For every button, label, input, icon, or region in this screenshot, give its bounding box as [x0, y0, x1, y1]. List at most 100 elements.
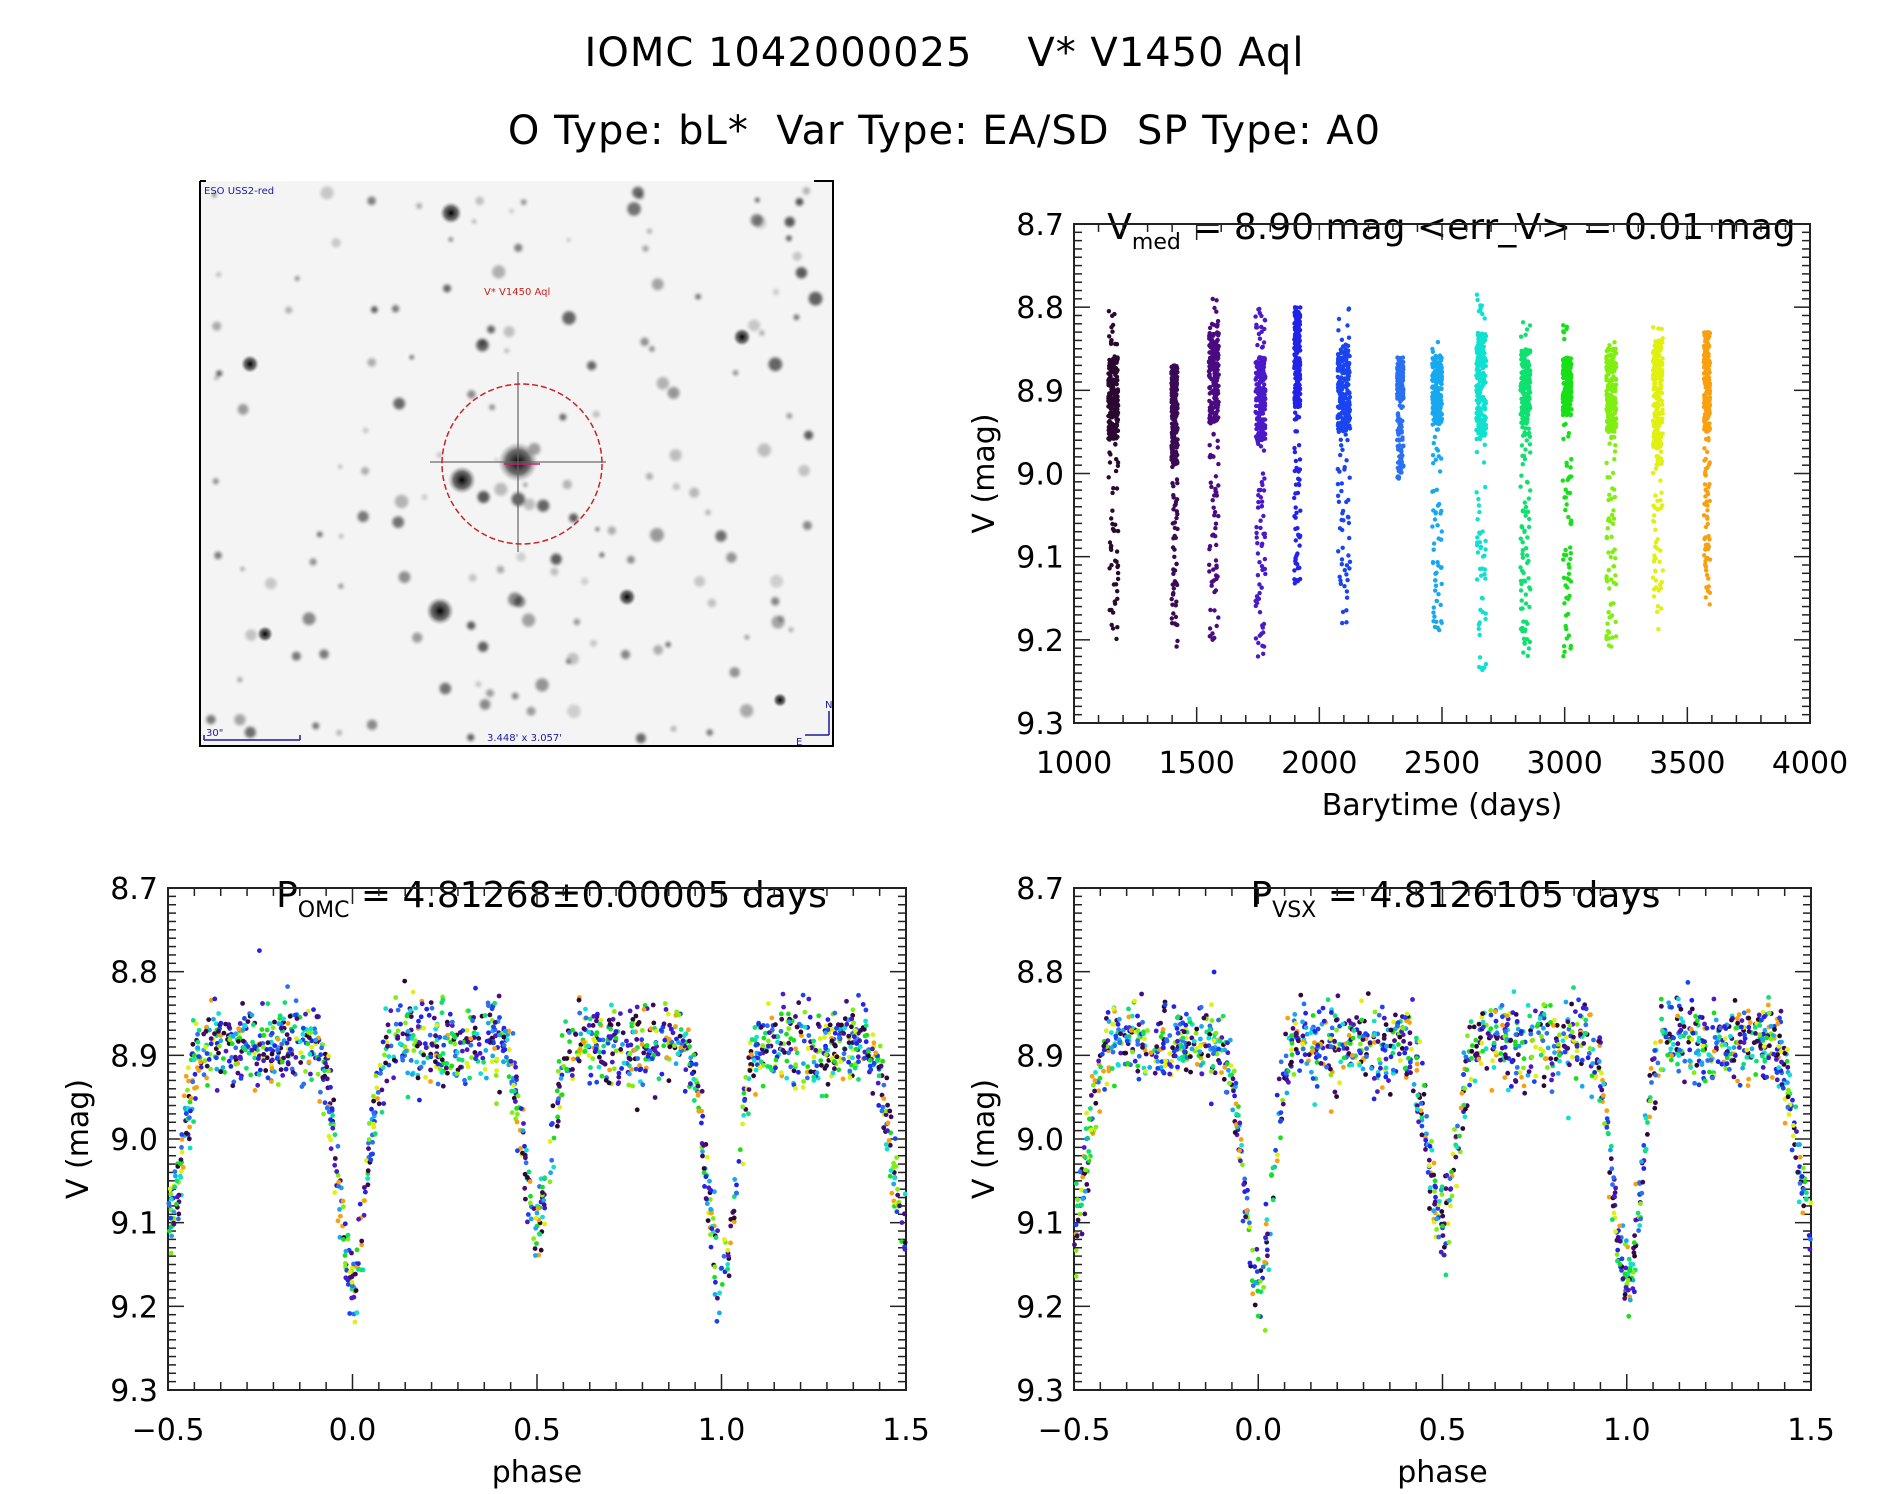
- title-rest: = 4.8126105 days: [1316, 875, 1661, 916]
- data-point: [1340, 344, 1346, 349]
- data-point: [1438, 386, 1443, 391]
- data-point: [1483, 547, 1488, 552]
- x-tick-label: 3000: [1526, 746, 1602, 781]
- data-point: [1347, 475, 1352, 480]
- data-point: [1651, 594, 1657, 599]
- field-star: [744, 634, 750, 640]
- data-point: [1115, 570, 1121, 576]
- data-point: [1216, 461, 1221, 467]
- data-point: [1296, 533, 1301, 538]
- data-point: [1253, 314, 1258, 319]
- data-point: [1261, 398, 1266, 403]
- data-point: [1400, 355, 1406, 360]
- data-point: [1339, 562, 1345, 567]
- field-star: [748, 319, 761, 332]
- data-point: [1518, 588, 1524, 593]
- data-point: [1520, 540, 1525, 545]
- data-point: [335, 1218, 341, 1224]
- field-star: [336, 729, 343, 736]
- field-star: [642, 245, 649, 252]
- data-point: [1254, 325, 1259, 330]
- data-point: [1346, 307, 1351, 312]
- data-point: [734, 1190, 739, 1196]
- data-point: [1569, 457, 1574, 462]
- data-point: [586, 1053, 592, 1059]
- data-point: [1521, 570, 1526, 576]
- field-star: [739, 704, 754, 718]
- data-point: [1439, 374, 1445, 379]
- data-point: [1292, 321, 1297, 326]
- field-star: [421, 494, 428, 501]
- field-star: [234, 714, 246, 726]
- field-star: [786, 235, 792, 242]
- data-point: [1482, 316, 1487, 321]
- field-star: [366, 719, 378, 730]
- data-point: [881, 1096, 887, 1101]
- field-star: [607, 526, 617, 535]
- data-point: [1297, 467, 1303, 472]
- data-point: [1522, 361, 1527, 366]
- field-star: [798, 464, 810, 477]
- data-point: [1605, 526, 1611, 531]
- data-point: [385, 1043, 390, 1049]
- data-point: [1207, 372, 1212, 377]
- data-point: [1564, 502, 1569, 507]
- data-point: [1296, 476, 1301, 481]
- data-point: [1262, 382, 1267, 387]
- data-point: [452, 1041, 458, 1047]
- data-point: [1215, 438, 1220, 443]
- field-star: [670, 725, 677, 732]
- data-point: [1347, 390, 1352, 396]
- data-point: [1612, 494, 1618, 500]
- data-point: [1523, 447, 1528, 452]
- data-point: [1110, 329, 1115, 334]
- data-point: [416, 1018, 421, 1024]
- data-point: [1108, 435, 1113, 440]
- data-point: [1568, 643, 1574, 649]
- data-point: [1175, 638, 1180, 644]
- data-point: [338, 1213, 343, 1219]
- data-point: [1483, 576, 1488, 581]
- data-point: [1527, 604, 1532, 610]
- data-point: [1707, 377, 1712, 383]
- data-point: [1344, 572, 1349, 577]
- data-point: [1338, 452, 1343, 458]
- data-point: [1395, 355, 1400, 360]
- data-point: [1522, 500, 1528, 505]
- data-point: [1106, 431, 1112, 436]
- data-point: [321, 1111, 326, 1117]
- data-point: [332, 1190, 338, 1195]
- field-star: [757, 443, 772, 457]
- panel-title-vsx: PVSX = 4.8126105 days: [1074, 834, 1814, 923]
- data-point: [1111, 389, 1117, 395]
- data-point: [1434, 418, 1439, 423]
- data-point: [1605, 369, 1610, 374]
- data-point: [1607, 392, 1612, 398]
- data-point: [550, 1103, 556, 1109]
- data-point: [1256, 640, 1261, 646]
- field-star: [705, 509, 711, 516]
- data-point: [330, 1113, 335, 1118]
- data-point: [1437, 501, 1442, 507]
- data-point: [1293, 458, 1299, 464]
- data-point: [863, 1039, 869, 1045]
- data-point: [1343, 432, 1348, 437]
- data-point: [1346, 497, 1351, 503]
- data-point: [1339, 443, 1344, 448]
- field-star: [476, 338, 489, 352]
- data-point: [1110, 626, 1116, 631]
- bright-star: [440, 202, 462, 224]
- data-point: [1113, 442, 1118, 447]
- data-point: [1259, 393, 1264, 399]
- data-point: [1525, 653, 1531, 659]
- data-point: [1255, 573, 1261, 578]
- data-point: [1655, 609, 1660, 614]
- data-point: [1604, 579, 1610, 584]
- data-point: [1613, 423, 1618, 428]
- data-point: [1216, 513, 1221, 519]
- data-point: [1660, 336, 1665, 341]
- data-point: [1170, 416, 1175, 421]
- field-star: [566, 652, 579, 665]
- data-point: [717, 1290, 722, 1296]
- data-point: [624, 1038, 629, 1044]
